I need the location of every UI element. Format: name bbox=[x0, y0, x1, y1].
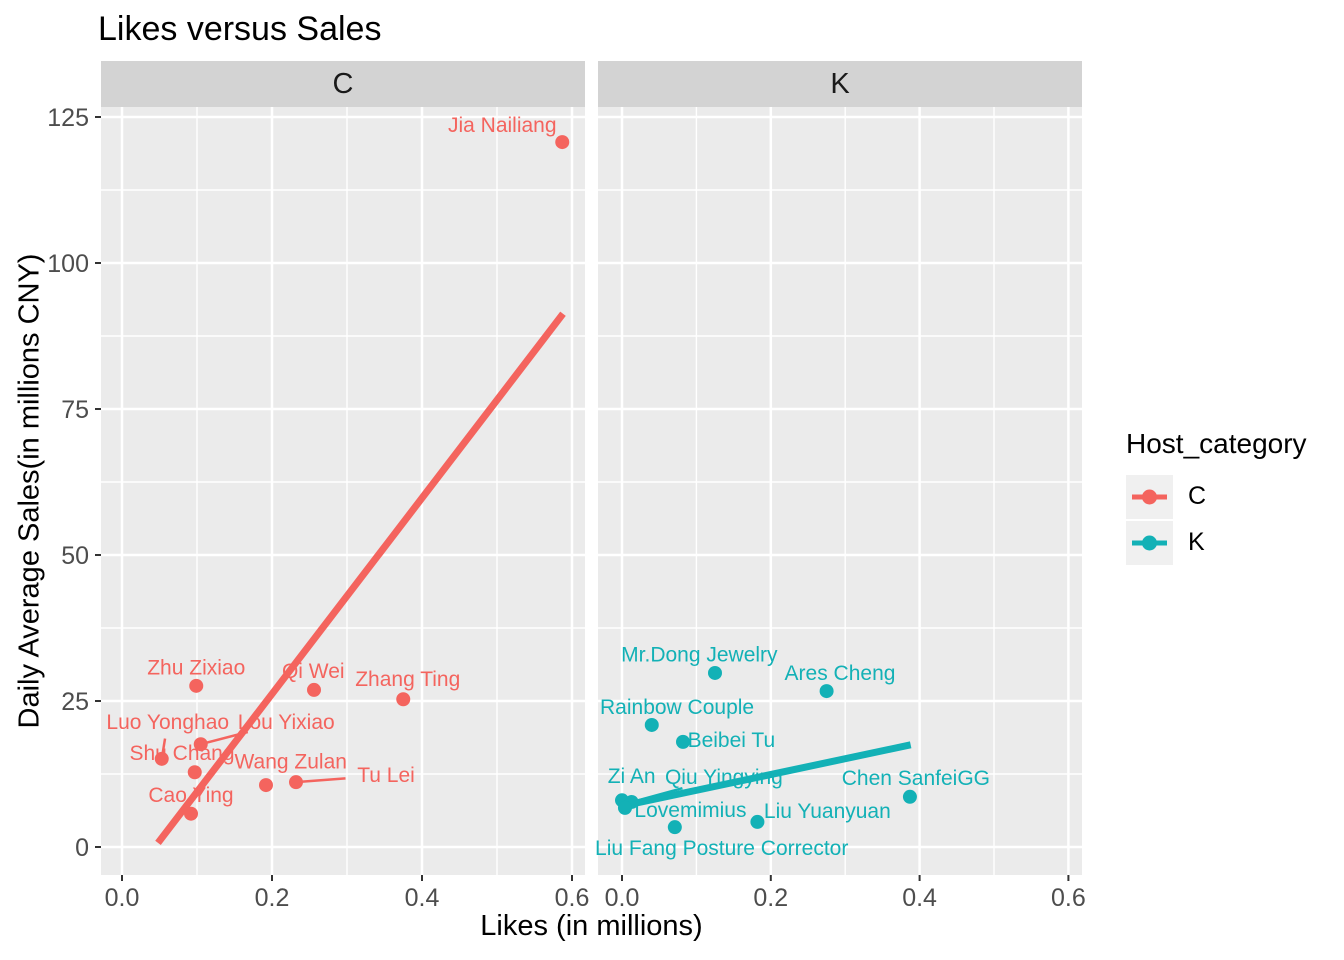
panel-c bbox=[101, 107, 585, 875]
point-label-zhu-zixiao: Zhu Zixiao bbox=[147, 657, 245, 680]
y-tick-label: 25 bbox=[61, 688, 89, 716]
x-tick-label: 0.0 bbox=[105, 884, 140, 912]
point-wang-zulan bbox=[259, 778, 273, 793]
point-ares-cheng bbox=[819, 684, 834, 699]
facet-strip-k-label: K bbox=[830, 67, 850, 100]
legend-point-icon bbox=[1142, 489, 1157, 504]
legend-entry-c: C bbox=[1126, 474, 1307, 519]
point-label-beibei-tu: Beibei Tu bbox=[688, 729, 776, 752]
y-tick-label: 100 bbox=[47, 250, 89, 278]
legend: Host_category C K bbox=[1126, 428, 1307, 566]
x-tick-label: 0.4 bbox=[902, 884, 937, 912]
point-mr-dong-jewelry bbox=[708, 665, 722, 680]
point-beibei-tu bbox=[676, 734, 691, 749]
point-label-ares-cheng: Ares Cheng bbox=[785, 662, 896, 685]
point-label-luo-yonghao: Luo Yonghao bbox=[106, 711, 229, 734]
plot-title: Likes versus Sales bbox=[98, 10, 382, 48]
point-zhu-zixiao bbox=[189, 678, 204, 693]
point-qi-wei bbox=[307, 682, 321, 697]
point-label-jia-nailiang: Jia Nailiang bbox=[448, 114, 557, 137]
facet-strip-c: C bbox=[101, 61, 585, 107]
legend-key-k-glyph bbox=[1126, 520, 1173, 565]
point-label-qiu-yingying: Qiu Yingying bbox=[665, 766, 783, 789]
point-label-liu-yuanyuan: Liu Yuanyuan bbox=[764, 800, 891, 823]
point-luo-yonghao bbox=[154, 751, 169, 766]
trend-line-k bbox=[621, 741, 912, 810]
y-tick-label: 125 bbox=[47, 104, 89, 132]
y-tick-label: 0 bbox=[75, 834, 89, 862]
point-label-tu-lei: Tu Lei bbox=[357, 764, 415, 787]
point-label-liu-fang-posture-corrector: Liu Fang Posture Corrector bbox=[595, 837, 848, 860]
point-liu-yuanyuan bbox=[750, 814, 765, 829]
legend-title: Host_category bbox=[1126, 428, 1307, 459]
point-label-wang-zulan: Wang Zulan bbox=[235, 751, 347, 774]
point-jia-nailiang bbox=[555, 135, 570, 150]
point-zhang-ting bbox=[396, 692, 411, 707]
point-cao-ying bbox=[184, 806, 198, 821]
y-tick-label: 50 bbox=[61, 542, 89, 570]
legend-entry-k: K bbox=[1126, 520, 1307, 565]
point-tu-lei bbox=[289, 775, 303, 790]
trend-line-c bbox=[155, 311, 566, 846]
legend-key-c-glyph bbox=[1126, 474, 1173, 519]
label-leader-tu-lei bbox=[295, 777, 346, 784]
point-chen-sanfeigg bbox=[902, 789, 917, 804]
point-lovemimius bbox=[617, 800, 632, 815]
point-label-lou-yixiao: Lou Yixiao bbox=[238, 711, 335, 734]
x-tick-label: 0.2 bbox=[753, 884, 788, 912]
legend-label-k: K bbox=[1188, 528, 1205, 556]
facet-strip-c-label: C bbox=[332, 67, 354, 100]
y-tick-label: 75 bbox=[61, 396, 89, 424]
y-axis-title: Daily Average Sales(in millions CNY) bbox=[13, 253, 46, 729]
x-tick-label: 0.4 bbox=[405, 884, 440, 912]
point-label-zi-an: Zi An bbox=[608, 765, 656, 788]
x-tick-label: 0.6 bbox=[1051, 884, 1086, 912]
legend-label-c: C bbox=[1188, 482, 1207, 510]
point-label-mr-dong-jewelry: Mr.Dong Jewelry bbox=[621, 643, 778, 666]
point-label-rainbow-couple: Rainbow Couple bbox=[600, 696, 754, 719]
point-rainbow-couple bbox=[644, 717, 659, 732]
x-tick-label: 0.0 bbox=[605, 884, 640, 912]
x-tick-label: 0.6 bbox=[555, 884, 590, 912]
facet-strip-k: K bbox=[598, 61, 1082, 107]
point-label-lovemimius: Lovemimius bbox=[634, 799, 746, 822]
point-label-chen-sanfeigg: Chen SanfeiGG bbox=[842, 767, 990, 790]
x-axis-title: Likes (in millions) bbox=[480, 910, 703, 942]
point-shu-chang bbox=[187, 765, 202, 780]
x-tick-label: 0.2 bbox=[255, 884, 290, 912]
point-lou-yixiao bbox=[193, 737, 208, 752]
point-liu-fang-posture-corrector bbox=[667, 820, 682, 835]
legend-point-icon bbox=[1142, 535, 1157, 550]
point-label-zhang-ting: Zhang Ting bbox=[355, 668, 460, 691]
